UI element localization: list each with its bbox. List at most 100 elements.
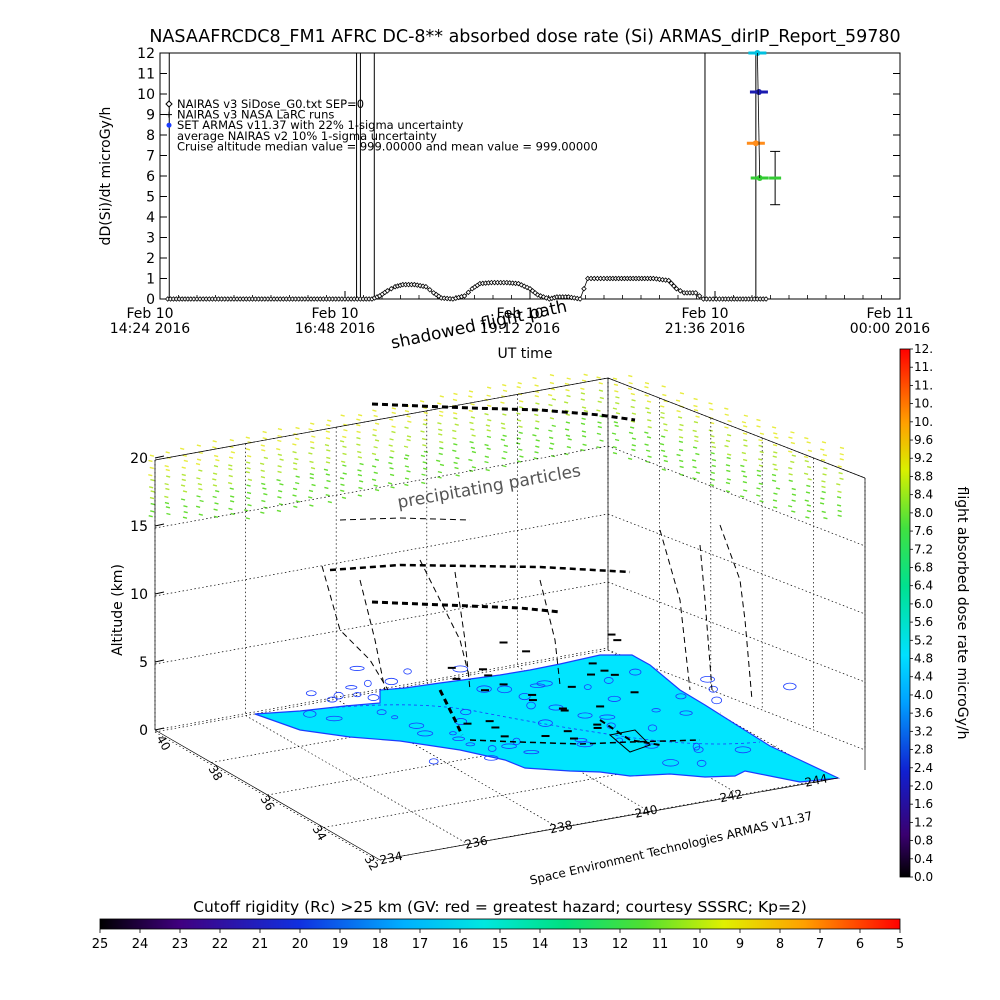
particle-mark — [198, 451, 203, 454]
particle-mark — [180, 498, 186, 501]
particle-mark — [439, 440, 444, 444]
particle-mark — [515, 442, 521, 445]
dose-colorbar-tick-label: 6.4 — [914, 579, 933, 593]
particle-mark — [646, 411, 652, 414]
nairas-point — [388, 285, 395, 292]
particle-mark — [372, 409, 377, 412]
rigidity-colorbar-tick-label: 11 — [652, 937, 669, 952]
particle-mark — [597, 425, 603, 429]
floor-gridline — [154, 731, 381, 863]
particle-mark — [212, 484, 218, 487]
contour-ring — [647, 724, 658, 732]
latitude-tick-label: 38 — [206, 763, 226, 783]
particle-mark — [196, 477, 201, 480]
particle-mark — [228, 464, 233, 467]
particle-mark — [404, 477, 410, 480]
particle-mark — [277, 465, 282, 468]
particle-mark — [711, 445, 717, 449]
particle-mark — [708, 402, 713, 405]
particle-mark — [212, 440, 217, 443]
longitude-tick-label: 240 — [634, 802, 659, 820]
side-wall-gridline — [607, 513, 866, 615]
particle-mark — [596, 409, 601, 412]
particle-mark — [775, 487, 781, 490]
particle-mark — [612, 452, 618, 455]
nairas-point — [581, 285, 587, 292]
particle-mark — [679, 465, 684, 469]
particle-mark — [196, 444, 202, 447]
contour-ring — [577, 712, 593, 719]
particle-mark — [711, 458, 717, 462]
y-tick-label: 5 — [146, 190, 155, 206]
particle-mark — [567, 438, 572, 441]
particle-mark — [404, 426, 409, 429]
floor-gridline — [211, 680, 665, 763]
particle-mark — [773, 432, 778, 435]
particle-mark — [166, 512, 171, 516]
nairas-point — [577, 296, 583, 302]
particle-mark — [293, 467, 298, 471]
y-tick-label: 11 — [137, 67, 155, 83]
particle-mark — [357, 456, 363, 459]
particle-mark — [148, 486, 154, 489]
contour-ring — [345, 685, 358, 690]
contour-ring — [629, 668, 642, 676]
particle-mark — [724, 407, 729, 410]
particle-mark — [771, 426, 777, 429]
particle-mark — [565, 421, 571, 424]
particle-mark — [325, 430, 331, 433]
particle-mark — [422, 444, 427, 447]
particle-mark — [599, 439, 604, 442]
particle-mark — [692, 446, 698, 449]
particle-mark — [420, 454, 426, 458]
particle-mark — [628, 374, 633, 378]
particle-mark — [742, 480, 748, 484]
particle-mark — [244, 509, 249, 512]
particle-mark — [772, 499, 778, 502]
y-tick-label: 1 — [146, 272, 155, 288]
particle-mark — [771, 473, 777, 477]
particle-mark — [388, 461, 393, 465]
particle-mark — [500, 401, 505, 404]
floor-gridline — [245, 715, 471, 846]
descent-track — [359, 579, 386, 691]
particle-mark — [709, 483, 715, 487]
dose-colorbar-tick-label: 4.4 — [914, 670, 933, 684]
particle-mark — [627, 457, 633, 460]
contour-ring — [303, 710, 317, 718]
particle-mark — [741, 451, 746, 455]
particle-mark — [759, 450, 764, 454]
particle-mark — [340, 414, 345, 417]
particle-mark — [454, 466, 459, 470]
particle-mark — [787, 505, 793, 508]
particle-mark — [563, 401, 569, 404]
latitude-tick-label: 34 — [310, 823, 330, 843]
particle-mark — [551, 398, 557, 401]
rigidity-colorbar-tick-label: 8 — [776, 937, 784, 952]
particle-mark — [150, 502, 155, 506]
particle-mark — [581, 417, 586, 421]
particle-mark — [342, 435, 347, 439]
nairas-point — [537, 293, 544, 299]
particle-mark — [341, 496, 347, 499]
particle-mark — [438, 414, 444, 417]
particle-mark — [324, 443, 330, 447]
particle-mark — [743, 489, 748, 492]
particle-mark — [148, 514, 153, 518]
particle-mark — [516, 419, 522, 422]
particle-mark — [516, 460, 522, 463]
particle-mark — [436, 459, 441, 462]
particle-mark — [647, 455, 652, 458]
particle-mark — [358, 486, 363, 490]
particle-mark — [230, 451, 236, 454]
contour-ring — [599, 714, 616, 720]
particle-mark — [631, 444, 636, 447]
particle-mark — [309, 441, 315, 444]
back-wall-gridline — [154, 445, 609, 529]
particle-mark — [326, 456, 331, 460]
particle-mark — [308, 428, 313, 431]
particle-mark — [406, 470, 411, 473]
particle-mark — [165, 451, 170, 454]
nairas-point — [515, 280, 522, 287]
particle-mark — [710, 441, 715, 444]
